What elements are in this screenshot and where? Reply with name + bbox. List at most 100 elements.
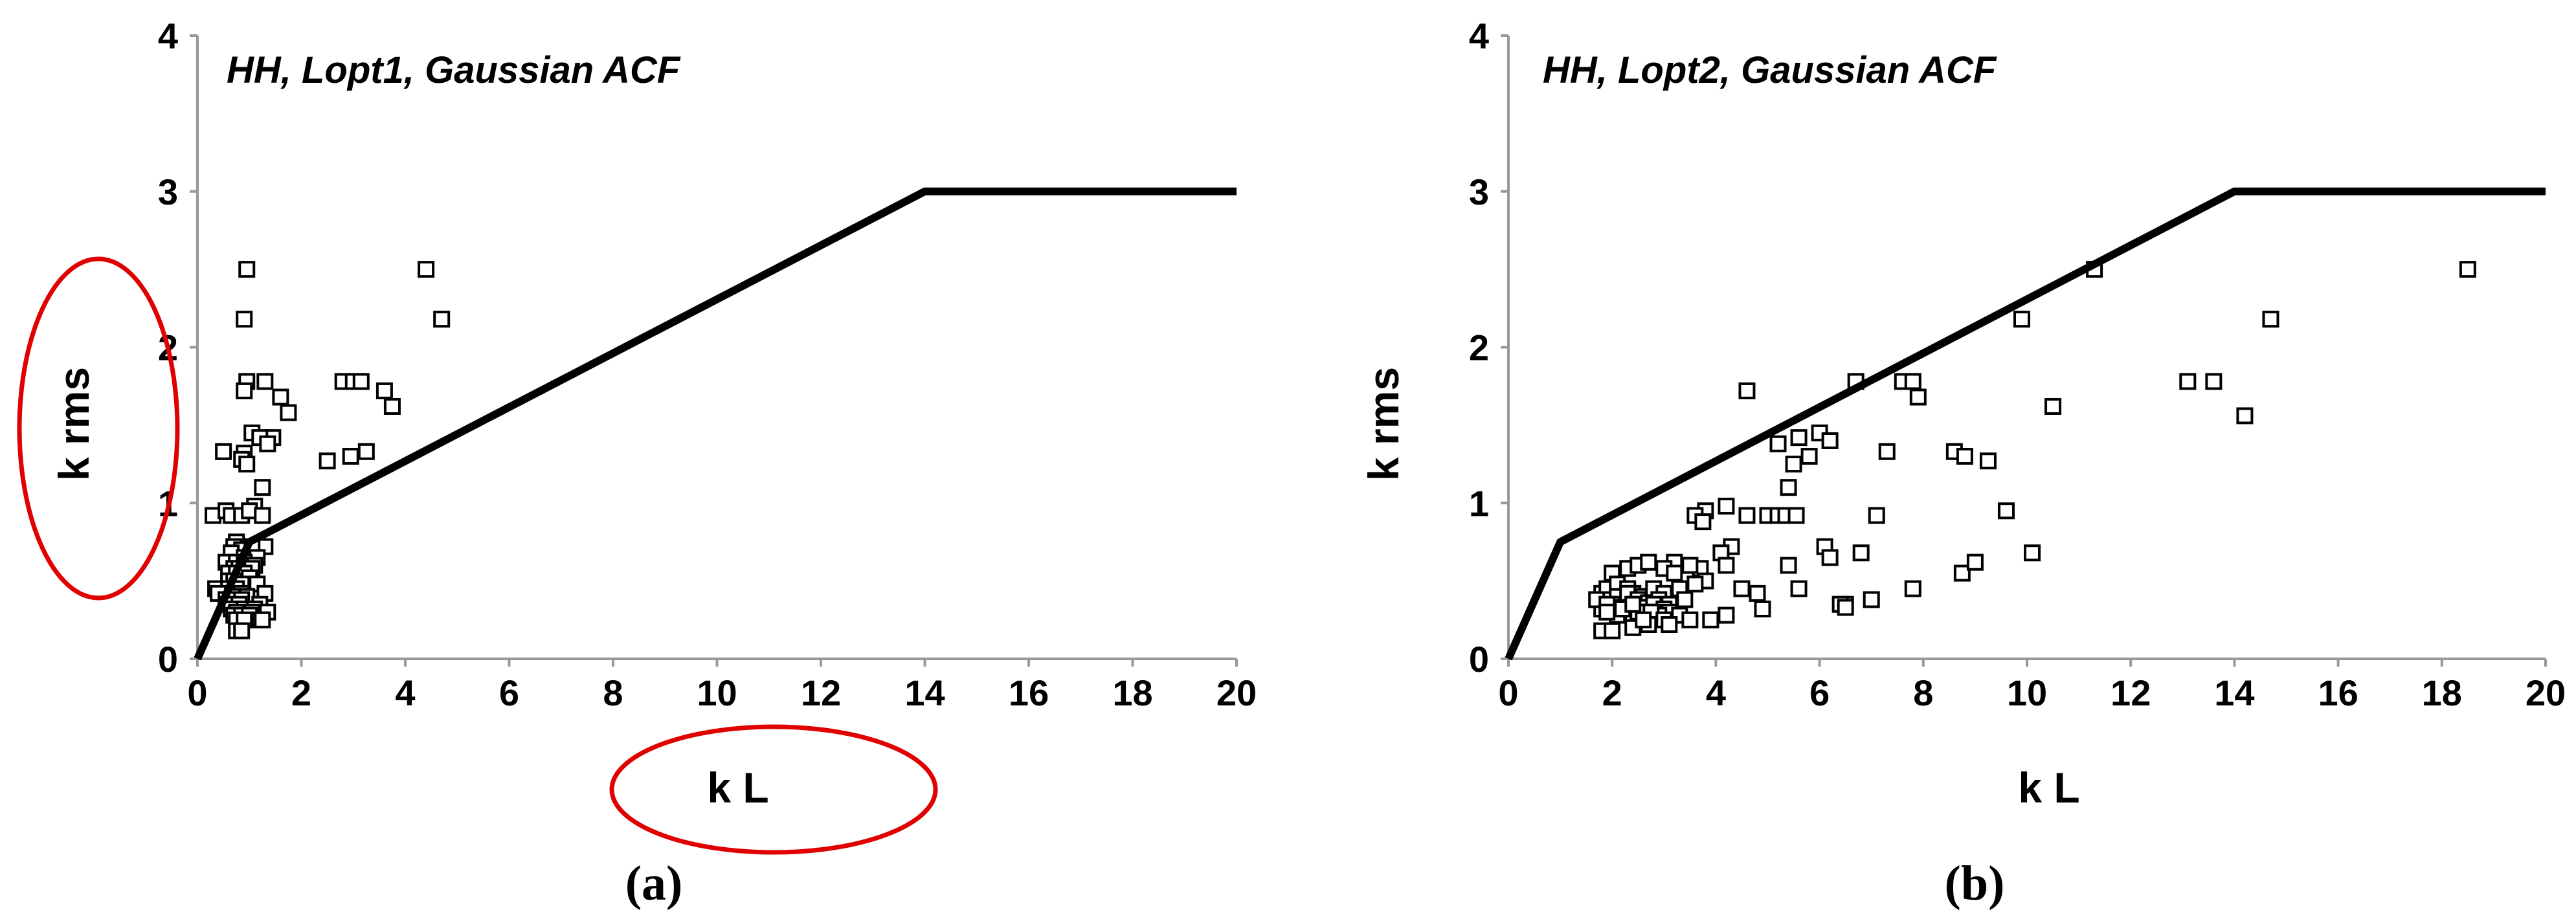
panel-b-data-point <box>1904 580 1921 597</box>
panel-a-caption: (a) <box>625 856 683 911</box>
panel-b-validity-boundary-line <box>1505 187 2546 661</box>
panel-a-x-tick-label: 14 <box>904 672 945 713</box>
panel-b-x-tick-label: 8 <box>1913 672 1933 713</box>
panel-b-data-point <box>1718 557 1735 574</box>
panel-b-data-point <box>1852 544 1870 562</box>
panel-b-data-point <box>1738 507 1756 524</box>
panel-a-chart: HH, Lopt1, Gaussian ACF k rms k L (a) 0 2… <box>17 16 1257 911</box>
panel-b-data-point <box>1769 435 1787 452</box>
panel-a-x-tick-label: 0 <box>187 672 207 713</box>
panel-a-data-point <box>256 373 274 390</box>
panel-b-data-point <box>1681 557 1699 574</box>
panel-b-data-point <box>1598 603 1616 621</box>
panel-b-boundary <box>1505 187 2546 661</box>
panel-a-data-point <box>357 443 375 460</box>
panel-b-data-point <box>1624 595 1642 613</box>
panel-b-y-tick-label: 4 <box>1469 16 1489 56</box>
panel-a-title: HH, Lopt1, Gaussian ACF <box>227 49 681 91</box>
panel-a-data-point <box>433 311 451 328</box>
panel-b-data-point <box>1733 580 1751 597</box>
panel-a-y-tick-label: 0 <box>158 639 178 680</box>
panel-b-data-point <box>1821 432 1839 449</box>
panel-a-data-point <box>254 479 271 496</box>
panel-b-data-point <box>2013 311 2030 328</box>
panel-b-data-point <box>1863 591 1880 608</box>
panel-b-x-tick-label: 20 <box>2526 672 2566 713</box>
panel-b-chart: HH, Lopt2, Gaussian ACF k rms k L (b) 0 2… <box>1360 16 2566 911</box>
panel-a-data-point <box>254 611 271 628</box>
panel-b-data-point <box>2179 373 2197 390</box>
panel-b-data-point <box>1694 513 1712 531</box>
x-label-highlight-ellipse <box>609 724 938 855</box>
panel-a-y-tick-label: 3 <box>158 172 178 212</box>
panel-a-axes <box>190 34 1238 667</box>
panel-b-y-tick-label: 3 <box>1469 172 1489 212</box>
panel-a-data-point <box>280 404 297 421</box>
panel-b-x-tick-label: 14 <box>2214 672 2254 713</box>
panel-b-data-point <box>1635 611 1652 628</box>
panel-a-data-point <box>319 452 336 470</box>
panel-a-data-point <box>418 261 435 278</box>
panel-a-data-point <box>233 622 251 639</box>
panel-a-x-tick-label: 16 <box>1009 672 1049 713</box>
panel-b-data-point <box>1909 388 1927 406</box>
panel-b-data-point <box>2459 261 2476 278</box>
panel-a-x-tick-label: 6 <box>499 672 519 713</box>
panel-a-x-tick-label: 18 <box>1112 672 1152 713</box>
panel-b-x-tick-label: 0 <box>1498 672 1518 713</box>
panel-a-data-point <box>238 456 256 473</box>
panel-b-data-point <box>1666 564 1683 582</box>
panel-b-y-tick-label: 1 <box>1469 483 1489 524</box>
panel-a-data-point <box>272 388 289 406</box>
panel-a-data-point <box>236 382 253 399</box>
panel-b-x-axis-label: k L <box>2018 764 2079 812</box>
panel-a-x-tick-label: 8 <box>603 672 623 713</box>
y-label-highlight-ellipse <box>17 256 180 601</box>
panel-b-y-tick-label: 2 <box>1469 327 1489 368</box>
panel-a-data-point <box>254 507 271 524</box>
panel-b-x-tick-label: 2 <box>1602 672 1622 713</box>
panel-b-data-point <box>2262 311 2279 328</box>
panel-b-x-tick-label: 16 <box>2318 672 2358 713</box>
panel-b-data-point <box>1718 606 1735 624</box>
panel-b-data-point <box>1787 507 1805 524</box>
panel-b-data-point <box>1868 507 1885 524</box>
panel-b-data-point <box>1661 616 1678 634</box>
panel-b-data-point <box>2236 407 2254 425</box>
panel-b-title: HH, Lopt2, Gaussian ACF <box>1543 49 1997 91</box>
panel-b-data-point <box>1878 443 1896 460</box>
panel-a-data-point <box>352 373 370 390</box>
panel-b-data-point <box>2024 544 2041 562</box>
panel-b-y-axis-label: k rms <box>1360 367 1407 481</box>
panel-b-points <box>1588 261 2476 639</box>
panel-b-data-point <box>1718 498 1735 515</box>
panel-b-data-point <box>1681 611 1699 628</box>
panel-b-data-point <box>1780 557 1797 574</box>
panel-a-data-point <box>375 382 393 399</box>
panel-b-axes <box>1501 34 2547 667</box>
panel-b-data-point <box>1953 564 1971 582</box>
panel-b-x-tick-label: 18 <box>2422 672 2462 713</box>
panel-a-x-tick-label: 4 <box>395 672 415 713</box>
panel-a-x-axis-label: k L <box>707 764 768 812</box>
panel-b-x-tick-label: 4 <box>1706 672 1726 713</box>
panel-a-data-point <box>238 261 256 278</box>
panel-b-data-point <box>1676 591 1694 608</box>
panel-b-data-point <box>1749 584 1766 602</box>
panel-a-boundary <box>194 187 1237 661</box>
panel-b-data-point <box>1702 611 1719 628</box>
panel-a-x-tick-label: 20 <box>1216 672 1257 713</box>
panel-a-y-axis-label: k rms <box>50 367 98 481</box>
panel-a-validity-boundary-line <box>194 187 1237 661</box>
panel-a-x-tick-label: 12 <box>801 672 841 713</box>
panel-b-data-point <box>1966 553 1984 571</box>
panel-b-data-point <box>1790 429 1808 447</box>
panel-b-data-point <box>1821 549 1839 566</box>
panel-b-x-tick-label: 10 <box>2007 672 2047 713</box>
panel-a-points <box>205 261 451 639</box>
panel-b-data-point <box>1780 479 1797 496</box>
panel-b-data-point <box>1754 600 1771 617</box>
panel-a-x-tick-label: 10 <box>697 672 737 713</box>
